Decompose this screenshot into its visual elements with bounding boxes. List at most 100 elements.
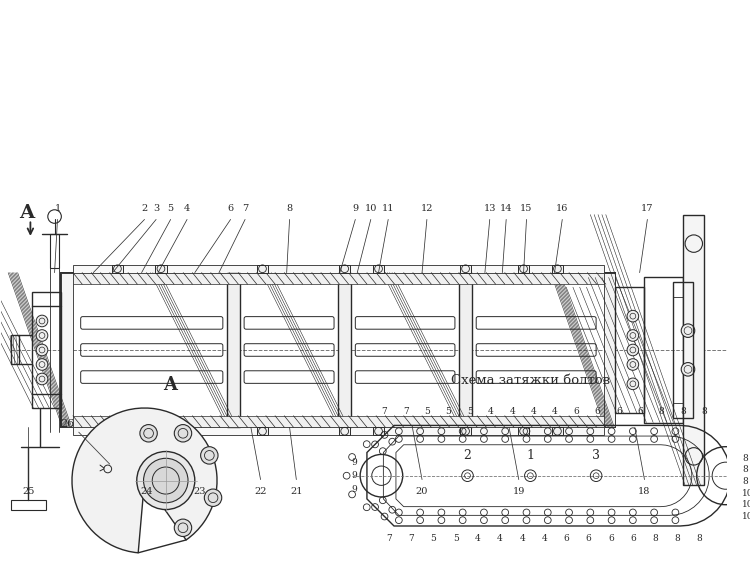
Text: 5: 5	[167, 204, 174, 212]
Text: 3: 3	[153, 204, 159, 212]
Circle shape	[681, 363, 694, 376]
Bar	[518, 427, 530, 435]
Text: 4: 4	[475, 534, 481, 543]
Bar	[338, 272, 352, 427]
Bar	[226, 272, 240, 427]
Text: 6: 6	[574, 407, 579, 416]
Bar	[256, 427, 268, 435]
Circle shape	[201, 447, 218, 464]
Text: 11: 11	[382, 204, 394, 212]
Text: 4: 4	[509, 407, 515, 416]
Text: 7: 7	[403, 407, 409, 416]
Wedge shape	[72, 408, 217, 553]
Bar	[518, 265, 530, 272]
Text: 8: 8	[652, 534, 658, 543]
Circle shape	[36, 315, 48, 327]
Circle shape	[36, 359, 48, 370]
Text: 6: 6	[586, 534, 592, 543]
Bar	[459, 272, 472, 427]
Bar	[112, 265, 123, 272]
Text: 8: 8	[742, 466, 748, 474]
Text: 23: 23	[194, 487, 206, 496]
Text: 4: 4	[519, 534, 525, 543]
Circle shape	[627, 344, 639, 356]
Bar	[373, 265, 384, 272]
Text: 10: 10	[742, 500, 750, 509]
Text: 9: 9	[352, 471, 357, 480]
Text: 8: 8	[742, 477, 748, 486]
Circle shape	[627, 310, 639, 322]
Circle shape	[36, 344, 48, 356]
Text: 13: 13	[484, 204, 496, 212]
Text: 10: 10	[364, 204, 377, 212]
Text: 4: 4	[488, 407, 494, 416]
Bar	[616, 287, 644, 413]
Bar	[460, 265, 471, 272]
Bar	[683, 215, 704, 485]
Text: A: A	[164, 375, 178, 393]
Text: 5: 5	[453, 534, 459, 543]
Text: 25: 25	[22, 487, 34, 496]
Bar	[155, 427, 166, 435]
Bar	[339, 427, 350, 435]
Text: 7: 7	[386, 534, 392, 543]
Text: 19: 19	[512, 487, 525, 496]
Bar	[73, 265, 604, 272]
Bar	[112, 427, 123, 435]
Circle shape	[627, 378, 639, 389]
Bar	[460, 427, 471, 435]
Bar	[604, 272, 616, 427]
Circle shape	[174, 425, 192, 442]
Bar	[11, 500, 46, 510]
Text: 8: 8	[674, 534, 680, 543]
Text: 9: 9	[352, 457, 357, 467]
Circle shape	[140, 425, 158, 442]
Circle shape	[174, 519, 192, 537]
Bar	[155, 265, 166, 272]
Circle shape	[36, 329, 48, 341]
Bar	[644, 278, 683, 423]
Text: 6: 6	[595, 407, 601, 416]
Circle shape	[627, 359, 639, 370]
Text: 4: 4	[531, 407, 536, 416]
Text: 24: 24	[140, 487, 153, 496]
Text: 17: 17	[641, 204, 653, 212]
Text: 18: 18	[638, 487, 651, 496]
Text: 8: 8	[701, 407, 707, 416]
Text: 4: 4	[184, 204, 190, 212]
Text: 3: 3	[592, 449, 600, 462]
Text: 6: 6	[608, 534, 613, 543]
Text: 2: 2	[464, 449, 472, 462]
Text: 10: 10	[742, 489, 750, 498]
Text: 6: 6	[564, 534, 569, 543]
Bar	[11, 335, 19, 364]
Text: 26: 26	[60, 420, 74, 430]
Text: 2: 2	[142, 204, 148, 212]
Circle shape	[627, 329, 639, 341]
Bar	[73, 416, 604, 427]
Bar	[73, 272, 604, 284]
Text: 8: 8	[697, 534, 703, 543]
Text: A: A	[19, 204, 34, 222]
Circle shape	[681, 324, 694, 338]
Text: 6: 6	[630, 534, 636, 543]
Text: 20: 20	[416, 487, 428, 496]
Text: 6: 6	[638, 407, 644, 416]
Bar	[373, 427, 384, 435]
Text: 7: 7	[409, 534, 414, 543]
Text: Схема затяжки болтов: Схема затяжки болтов	[451, 374, 610, 386]
Text: 14: 14	[500, 204, 512, 212]
Text: 1: 1	[526, 449, 534, 462]
Bar	[73, 427, 604, 435]
Text: 16: 16	[556, 204, 568, 212]
Text: 4: 4	[542, 534, 548, 543]
Bar	[256, 265, 268, 272]
Text: 21: 21	[290, 487, 302, 496]
Bar	[674, 282, 693, 418]
Text: 10: 10	[742, 512, 750, 521]
Text: 7: 7	[242, 204, 248, 212]
Text: 5: 5	[466, 407, 472, 416]
Circle shape	[136, 452, 195, 510]
Bar	[552, 427, 563, 435]
Text: 6: 6	[227, 204, 234, 212]
